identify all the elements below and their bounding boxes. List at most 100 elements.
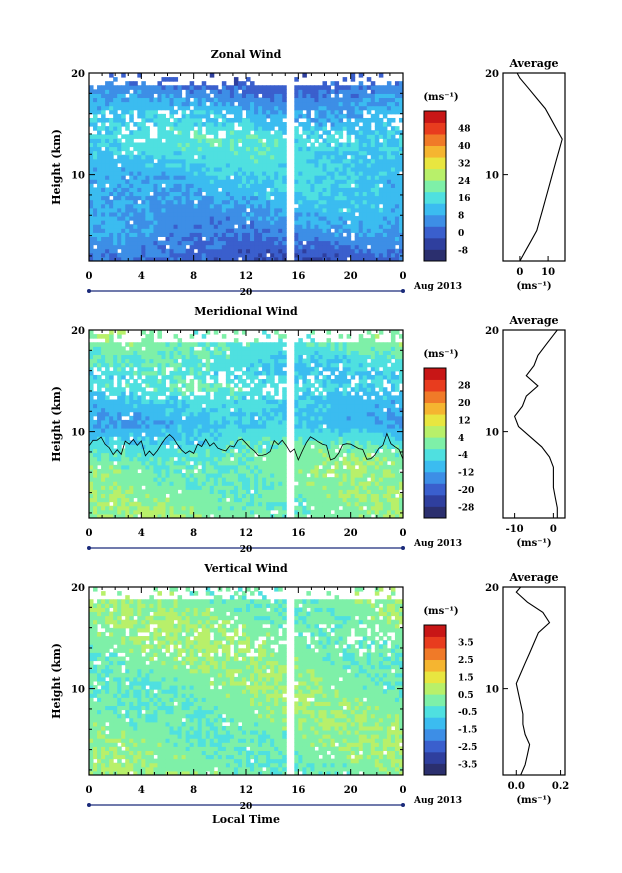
- colorbar-tick-label: -20: [458, 486, 474, 496]
- profile-line: [516, 72, 563, 262]
- colorbar-swatch: [424, 237, 446, 250]
- colorbar-swatch: [424, 122, 446, 135]
- x-axis-label: Local Time: [212, 813, 280, 826]
- x-tick-label: 20: [344, 785, 358, 796]
- colorbar-swatch: [424, 168, 446, 181]
- date-axis-start-marker: [87, 546, 91, 550]
- date-tick-label: 20: [240, 288, 253, 298]
- colorbar-tick-label: 24: [458, 177, 471, 187]
- heatmap-field: [89, 587, 404, 776]
- y-tick-label: 10: [71, 685, 85, 696]
- profile-frame: [502, 72, 566, 262]
- profile-y-tick-label: 20: [485, 583, 499, 594]
- colorbar-tick-label: -2.5: [458, 743, 477, 753]
- colorbar-tick-label: 16: [458, 194, 471, 204]
- profile-title: Average: [508, 57, 558, 70]
- colorbar-swatch: [424, 391, 446, 404]
- colorbar-swatch: [424, 145, 446, 158]
- y-axis-label: Height (km): [50, 643, 63, 719]
- profile-x-axis-label: (ms⁻¹): [516, 538, 551, 549]
- profile-x-tick-label: 0.2: [552, 781, 569, 792]
- y-tick-label: 20: [71, 326, 85, 337]
- colorbar-swatch: [424, 425, 446, 438]
- profile-x-axis-label: (ms⁻¹): [516, 281, 551, 292]
- date-label: Aug 2013: [413, 282, 462, 292]
- colorbar-tick-label: 28: [458, 381, 471, 391]
- colorbar-frame: [423, 110, 447, 262]
- colorbar-tick-label: 12: [458, 416, 471, 426]
- colorbar-swatch: [424, 625, 446, 637]
- x-tick-label: 8: [190, 528, 197, 539]
- date-tick-label: 20: [240, 802, 253, 812]
- colorbar-tick-label: 48: [458, 124, 471, 134]
- panel-2: Meridional Wind 0 4 8 12 16 20 0 10 20 Height (km)…: [50, 305, 566, 555]
- x-tick-label: 16: [291, 785, 305, 796]
- x-tick-label: 8: [190, 271, 197, 282]
- profile-x-tick-label: 0: [550, 524, 557, 535]
- profile-x-axis-label: (ms⁻¹): [516, 795, 551, 806]
- colorbar-swatch: [424, 191, 446, 204]
- colorbar-unit-label: (ms⁻¹): [423, 349, 458, 360]
- x-tick-label: 0: [86, 785, 93, 796]
- colorbar-tick-label: 0: [458, 229, 464, 239]
- colorbar-frame: [423, 367, 447, 519]
- y-axis-label: Height (km): [50, 386, 63, 462]
- colorbar-swatch: [424, 728, 446, 741]
- zero-contour-line: [88, 432, 404, 461]
- average-profile: Average 0 10 10 20 (ms⁻¹): [485, 57, 566, 292]
- colorbar-swatch: [424, 448, 446, 461]
- date-axis-start-marker: [87, 289, 91, 293]
- x-tick-label: 12: [239, 271, 253, 282]
- colorbar-swatch: [424, 751, 446, 764]
- colorbar-tick-label: 4: [458, 434, 464, 444]
- colorbar-swatch: [424, 763, 446, 776]
- profile-frame: [502, 329, 566, 519]
- date-label: Aug 2013: [413, 539, 462, 549]
- colorbar-unit-label: (ms⁻¹): [423, 92, 458, 103]
- colorbar-tick-label: -0.5: [458, 708, 477, 718]
- date-axis-end-marker: [401, 803, 405, 807]
- panel-title: Zonal Wind: [211, 48, 282, 61]
- x-tick-label: 4: [138, 785, 145, 796]
- x-tick-label: 16: [291, 528, 305, 539]
- panel-title: Vertical Wind: [203, 562, 288, 575]
- profile-title: Average: [508, 314, 558, 327]
- panel-3: Vertical Wind 0 4 8 12 16 20 0 10 20 Height (km) 20…: [50, 562, 569, 826]
- colorbar-swatch: [424, 483, 446, 496]
- y-tick-label: 10: [71, 171, 85, 182]
- profile-line: [515, 586, 551, 776]
- profile-frame: [502, 586, 566, 776]
- colorbar-swatch: [424, 437, 446, 450]
- colorbar-tick-label: 40: [458, 142, 471, 152]
- colorbar-tick-label: -4: [458, 451, 468, 461]
- colorbar-tick-label: -28: [458, 504, 474, 514]
- colorbar-tick-label: 2.5: [458, 656, 474, 666]
- colorbar-swatch: [424, 648, 446, 661]
- colorbar-swatch: [424, 740, 446, 753]
- colorbar-tick-label: 0.5: [458, 691, 474, 701]
- colorbar-tick-label: -12: [458, 469, 474, 479]
- colorbar-swatch: [424, 671, 446, 684]
- y-tick-label: 20: [71, 583, 85, 594]
- x-tick-label: 16: [291, 271, 305, 282]
- profile-y-tick-label: 10: [485, 171, 499, 182]
- date-label: Aug 2013: [413, 796, 462, 806]
- colorbar-swatch: [424, 506, 446, 519]
- colorbar: 3.5 2.5 1.5 0.5 -0.5 -1.5 -2.5 -3.5: [423, 624, 477, 776]
- colorbar-swatch: [424, 717, 446, 730]
- profile-y-tick-label: 20: [485, 69, 499, 80]
- date-axis-end-marker: [401, 289, 405, 293]
- panel-title: Meridional Wind: [194, 305, 298, 318]
- x-tick-label: 4: [138, 528, 145, 539]
- x-tick-label: 4: [138, 271, 145, 282]
- colorbar-swatch: [424, 180, 446, 193]
- colorbar-swatch: [424, 214, 446, 227]
- colorbar-swatch: [424, 414, 446, 427]
- colorbar-swatch: [424, 226, 446, 239]
- colorbar-swatch: [424, 460, 446, 473]
- colorbar-swatch: [424, 134, 446, 147]
- colorbar-frame: [423, 624, 447, 776]
- colorbar-swatch: [424, 249, 446, 262]
